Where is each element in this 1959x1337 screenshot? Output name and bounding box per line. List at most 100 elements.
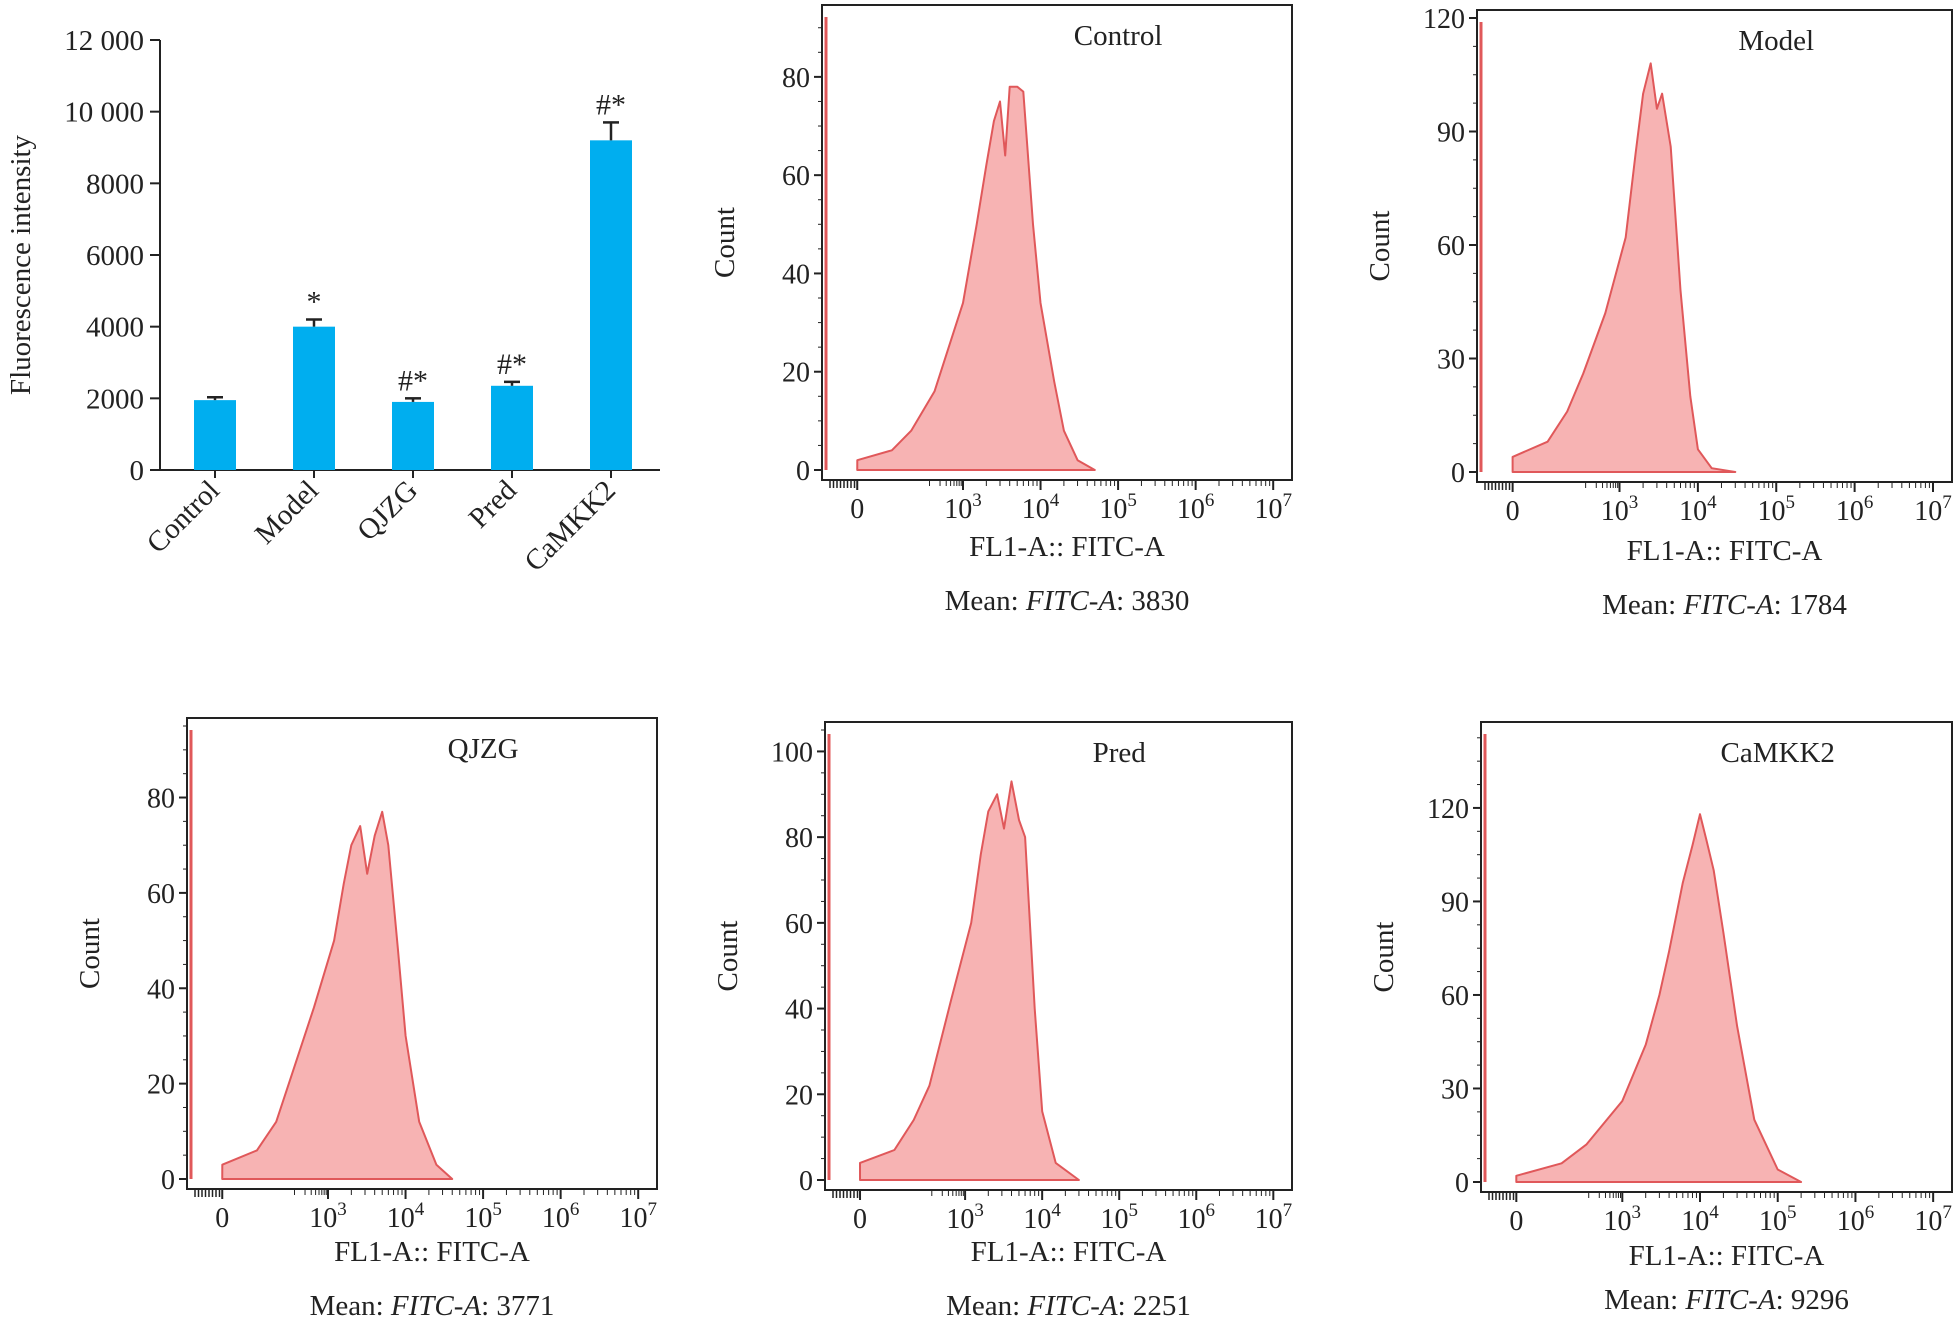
mean-value: : 9296 (1775, 1284, 1849, 1316)
bar-y-tick-label: 10 000 (64, 97, 144, 129)
mean-value: : 2251 (1117, 1290, 1191, 1322)
histogram-panel: 0 30 60 90 120 0 103 104 105 106 107 CaMKK2 Count FL1… (1368, 721, 1953, 1272)
x-tick-label: 0 (215, 1203, 229, 1234)
y-tick-label: 60 (785, 909, 813, 940)
x-tick-label: 103 (946, 1200, 984, 1235)
mean-prefix: Mean: (1604, 1284, 1686, 1316)
x-axis-label: FL1-A:: FITC-A (334, 1236, 530, 1268)
y-tick-label: 0 (796, 456, 810, 487)
mean-value: : 1784 (1773, 589, 1847, 621)
mean-label: Mean: FITC-A: 3830 (837, 585, 1297, 618)
x-tick-label: 107 (1914, 492, 1952, 527)
histogram-area (856, 85, 1096, 471)
significance-label: #* (596, 88, 626, 121)
y-axis-label: Count (74, 918, 106, 989)
histogram-frame (1476, 9, 1953, 483)
histogram-panel: 0 30 60 90 120 0 103 104 105 106 107 Model Count FL1-… (1364, 4, 1953, 567)
bar-y-tick-label: 12 000 (64, 25, 144, 57)
histogram-area (859, 780, 1080, 1181)
x-tick-label: 103 (944, 490, 982, 525)
y-tick-label: 40 (147, 974, 175, 1005)
bar-x-tick-label: QJZG (351, 474, 424, 547)
x-tick-label: 0 (1506, 496, 1520, 527)
y-tick-label: 60 (147, 879, 175, 910)
bar (590, 140, 632, 471)
bar-y-tick-label: 6000 (86, 240, 144, 272)
y-tick-label: 40 (782, 259, 810, 290)
x-tick-label: 107 (1914, 1202, 1952, 1237)
y-axis-label: Count (1364, 211, 1396, 282)
histogram-panel: 0 20 40 60 80 0 103 104 105 106 107 Control Count FL1… (709, 4, 1293, 563)
x-tick-label: 105 (1100, 1200, 1138, 1235)
x-tick-label: 105 (464, 1199, 502, 1234)
x-tick-label: 107 (1255, 1200, 1293, 1235)
y-axis-label: Count (1368, 922, 1400, 993)
histogram-title: CaMKK2 (1721, 737, 1835, 769)
x-axis-label: FL1-A:: FITC-A (969, 531, 1165, 563)
histogram-frame (824, 721, 1293, 1191)
mean-prefix: Mean: (309, 1290, 391, 1322)
mean-parameter: FITC-A (390, 1290, 482, 1322)
y-tick-label: 20 (785, 1080, 813, 1111)
mean-parameter: FITC-A (1683, 589, 1774, 621)
y-tick-label: 0 (1451, 458, 1465, 489)
y-tick-label: 80 (147, 784, 175, 815)
x-tick-label: 106 (542, 1199, 580, 1234)
x-tick-label: 105 (1759, 1202, 1797, 1237)
x-tick-label: 103 (1604, 1202, 1642, 1237)
x-tick-label: 104 (1679, 492, 1717, 527)
histogram-area (1515, 813, 1803, 1183)
x-tick-label: 107 (1254, 490, 1292, 525)
bar (392, 401, 434, 470)
x-tick-label: 106 (1837, 1202, 1875, 1237)
mean-label: Mean: FITC-A: 3771 (202, 1290, 662, 1323)
histogram-panel: 0 20 40 60 80 0 103 104 105 106 107 QJZG Count FL1-A:… (74, 717, 658, 1268)
mean-label: Mean: FITC-A: 2251 (839, 1290, 1299, 1323)
y-tick-label: 30 (1437, 345, 1465, 376)
histogram-title: Pred (1093, 737, 1147, 769)
x-tick-label: 0 (1509, 1206, 1523, 1237)
y-tick-label: 20 (147, 1070, 175, 1101)
mean-prefix: Mean: (946, 1290, 1028, 1322)
y-tick-label: 30 (1441, 1074, 1469, 1105)
x-tick-label: 103 (1601, 492, 1639, 527)
x-axis-label: FL1-A:: FITC-A (1627, 535, 1823, 567)
histogram-title: QJZG (448, 733, 519, 765)
y-axis-label: Count (712, 921, 744, 992)
x-tick-label: 106 (1836, 492, 1874, 527)
histogram-frame (1480, 721, 1953, 1193)
y-axis-label: Count (709, 207, 741, 278)
bar (293, 326, 335, 470)
bar (491, 385, 533, 470)
y-tick-label: 40 (785, 995, 813, 1026)
mean-value: : 3830 (1116, 585, 1190, 617)
x-tick-label: 105 (1099, 490, 1137, 525)
mean-value: : 3771 (481, 1290, 555, 1322)
y-tick-label: 0 (1455, 1168, 1469, 1199)
bar-x-tick-label: Control (141, 474, 226, 559)
y-tick-label: 120 (1423, 4, 1465, 35)
bar-x-tick-label: Pred (463, 474, 524, 535)
y-tick-label: 80 (782, 63, 810, 94)
histogram-frame (186, 717, 658, 1190)
x-tick-label: 104 (1681, 1202, 1719, 1237)
x-tick-label: 104 (387, 1199, 425, 1234)
y-tick-label: 0 (161, 1165, 175, 1196)
bar-chart: 0 2000 4000 6000 8000 10 000 12 000 Fluorescenc… (5, 25, 660, 578)
y-tick-label: 60 (1437, 231, 1465, 262)
histogram-title: Control (1074, 20, 1163, 52)
mean-parameter: FITC-A (1027, 1290, 1118, 1322)
x-tick-label: 106 (1178, 1200, 1216, 1235)
mean-label: Mean: FITC-A: 9296 (1497, 1284, 1957, 1317)
y-tick-label: 100 (771, 737, 813, 768)
mean-parameter: FITC-A (1025, 585, 1117, 617)
significance-label: #* (497, 348, 527, 381)
y-tick-label: 120 (1427, 794, 1469, 825)
bar-y-tick-label: 4000 (86, 312, 144, 344)
bar-y-tick-label: 0 (130, 455, 145, 487)
y-tick-label: 0 (799, 1166, 813, 1197)
histogram-area (1511, 62, 1737, 473)
mean-prefix: Mean: (1602, 589, 1684, 621)
histogram-title: Model (1738, 25, 1814, 57)
